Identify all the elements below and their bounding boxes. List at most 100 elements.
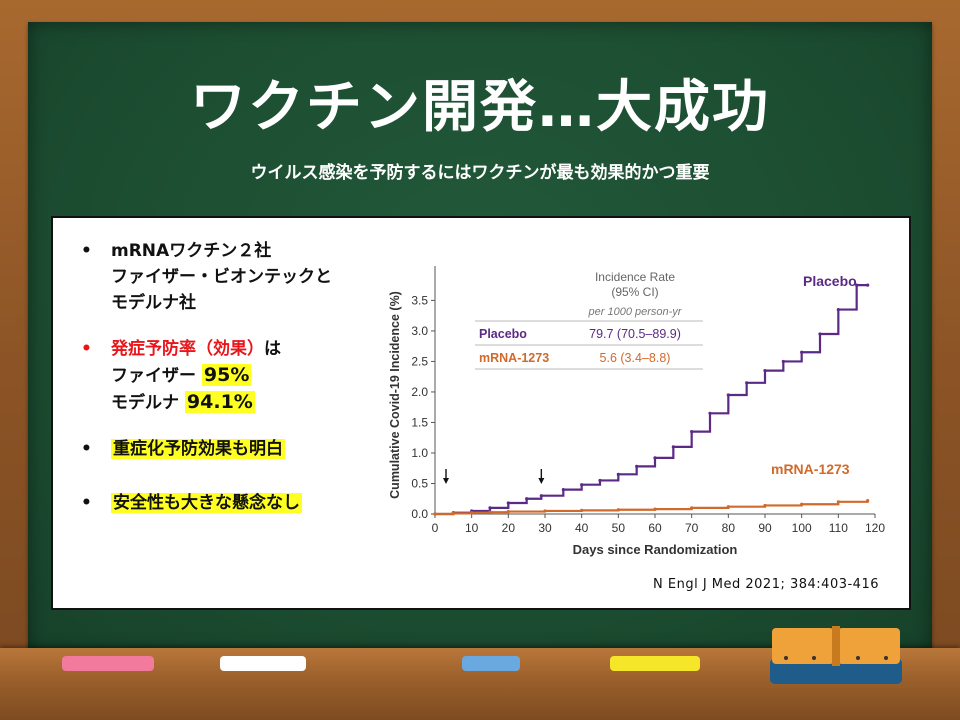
- series-point-0: [763, 368, 767, 373]
- incidence-table: Incidence Rate(95% CI) per 1000 person-yr…: [475, 270, 703, 370]
- moderna-efficacy-value: 94.1%: [184, 391, 255, 413]
- dose-arrow-head: [443, 478, 449, 484]
- series-point-1: [580, 508, 584, 512]
- y-tick-label: 0.0: [411, 507, 428, 521]
- slide-title: ワクチン開発…大成功: [190, 75, 770, 140]
- incidence-chart: 0 10 20 30 40 50 60 70 80 90 100 110 120 0.0 0.5 1.0 1.5…: [388, 266, 885, 557]
- x-tick-label: 0: [432, 521, 439, 535]
- series-point-0: [598, 478, 602, 483]
- chart-series: Placebo mRNA-1273: [433, 273, 870, 516]
- mrna-label: mRNA-1273: [771, 461, 850, 477]
- x-axis-label: Days since Randomization: [573, 542, 738, 557]
- series-point-0: [561, 487, 565, 492]
- bullet-text: 安全性も大きな懸念なし: [111, 493, 302, 513]
- y-tick-label: 3.5: [411, 293, 428, 307]
- bullet-list: • mRNAワクチン２社 ファイザー・ビオンテックと モデルナ社 • 発症予防率…: [75, 238, 375, 516]
- x-tick-label: 60: [648, 521, 662, 535]
- table-row-name: Placebo: [479, 327, 527, 341]
- series-point-0: [855, 283, 859, 287]
- y-tick-label: 2.5: [411, 354, 428, 368]
- efficacy-suffix: は: [264, 339, 281, 359]
- series-point-0: [506, 501, 510, 505]
- series-point-0: [653, 456, 657, 460]
- series-point-1: [690, 506, 694, 510]
- series-point-1: [616, 508, 620, 512]
- table-row-name: mRNA-1273: [479, 351, 549, 365]
- table-header: (95% CI): [611, 285, 658, 299]
- content-panel: • mRNAワクチン２社 ファイザー・ビオンテックと モデルナ社 • 発症予防率…: [51, 216, 911, 610]
- x-tick-label: 50: [612, 521, 626, 535]
- series-point-1: [726, 505, 730, 509]
- bullet-text: モデルナ社: [111, 293, 196, 313]
- series-point-0: [635, 464, 639, 468]
- x-tick-label: 70: [685, 521, 699, 535]
- series-point-0: [671, 445, 675, 449]
- y-tick-label: 3.0: [411, 324, 428, 338]
- series-point-0: [539, 494, 543, 498]
- y-tick-label: 0.5: [411, 476, 428, 490]
- table-row-value: 5.6 (3.4–8.8): [600, 351, 671, 365]
- pfizer-efficacy-value: 95%: [201, 364, 252, 386]
- series-point-0: [488, 506, 492, 510]
- pink-chalk: [62, 656, 154, 671]
- series-point-0: [616, 472, 620, 476]
- series-point-1: [836, 500, 840, 504]
- bullet-text: mRNAワクチン２社: [111, 241, 272, 261]
- blue-chalk: [462, 656, 520, 671]
- y-tick-label: 1.0: [411, 446, 428, 460]
- series-point-0: [726, 393, 730, 397]
- eraser-icon: [770, 626, 902, 684]
- series-point-1: [451, 511, 455, 515]
- series-point-1: [433, 512, 437, 516]
- x-tick-label: 10: [465, 521, 479, 535]
- pfizer-label: ファイザー: [111, 366, 202, 386]
- slide-subtitle: ウイルス感染を予防するにはワクチンが最も効果的かつ重要: [250, 163, 710, 183]
- white-chalk: [220, 656, 306, 671]
- x-tick-label: 30: [538, 521, 552, 535]
- table-header: Incidence Rate: [595, 270, 675, 284]
- series-point-0: [800, 350, 804, 354]
- x-tick-label: 20: [502, 521, 516, 535]
- x-tick-label: 90: [758, 521, 772, 535]
- series-point-0: [580, 483, 584, 487]
- series-point-0: [866, 283, 870, 287]
- bullet-severe: • 重症化予防効果も明白: [81, 439, 285, 459]
- moderna-label: モデルナ: [111, 393, 185, 413]
- series-point-1: [866, 498, 870, 503]
- series-point-1: [763, 503, 767, 508]
- dose-arrow-head: [538, 478, 545, 484]
- y-tick-label: 1.5: [411, 415, 428, 429]
- series-point-1: [506, 509, 510, 514]
- table-row-value: 79.7 (70.5–89.9): [589, 327, 681, 341]
- x-tick-label: 100: [792, 521, 812, 535]
- bullet-vaccines: • mRNAワクチン２社 ファイザー・ビオンテックと モデルナ社: [75, 238, 375, 316]
- chart-axes: 0 10 20 30 40 50 60 70 80 90 100 110 120 0.0 0.5 1.0 1.5…: [388, 266, 885, 557]
- series-point-0: [690, 430, 694, 434]
- series-point-1: [470, 511, 474, 515]
- citation: N Engl J Med 2021; 384:403-416: [653, 577, 879, 592]
- bullet-safety: • 安全性も大きな懸念なし: [81, 493, 302, 513]
- series-point-0: [745, 381, 749, 385]
- series-point-1: [653, 507, 657, 511]
- series-point-0: [781, 359, 785, 364]
- series-point-0: [836, 307, 840, 312]
- series-point-1: [800, 502, 804, 506]
- series-point-0: [525, 497, 529, 501]
- bullet-text: 重症化予防効果も明白: [111, 439, 285, 459]
- series-point-0: [708, 411, 712, 415]
- bullet-text: ファイザー・ビオンテックと: [111, 267, 332, 287]
- efficacy-heading: 発症予防率（効果）: [111, 339, 264, 359]
- bullet-efficacy: • 発症予防率（効果）は ファイザー 95% モデルナ 94.1%: [81, 339, 281, 413]
- x-tick-label: 80: [722, 521, 736, 535]
- yellow-chalk: [610, 656, 700, 671]
- x-tick-label: 40: [575, 521, 589, 535]
- placebo-label: Placebo: [803, 273, 857, 289]
- series-point-0: [818, 332, 822, 336]
- y-axis-label: Cumulative Covid-19 Incidence (%): [388, 291, 402, 499]
- series-point-1: [488, 510, 492, 514]
- x-tick-label: 120: [865, 521, 885, 535]
- series-line-0: [435, 284, 868, 516]
- series-point-1: [543, 509, 547, 513]
- table-subheader: per 1000 person-yr: [588, 306, 683, 318]
- y-tick-label: 2.0: [411, 385, 428, 399]
